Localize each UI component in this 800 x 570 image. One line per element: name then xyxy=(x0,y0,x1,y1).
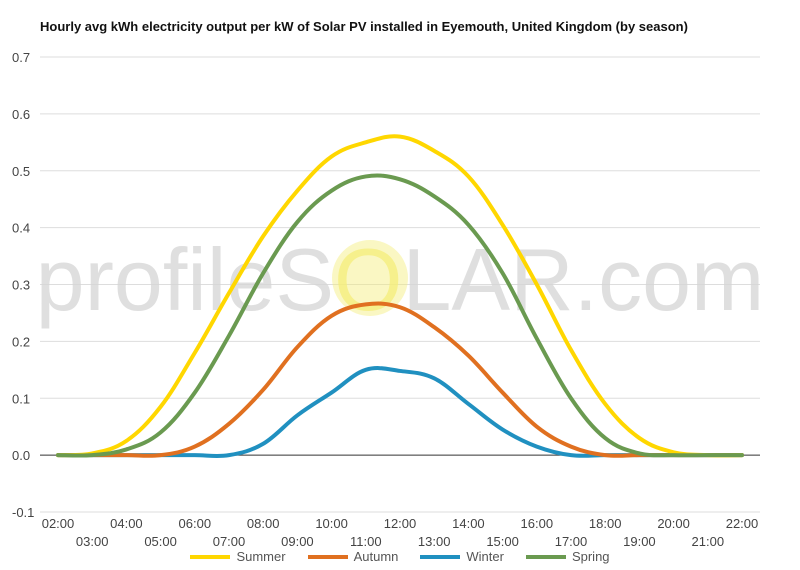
legend-label: Autumn xyxy=(353,549,399,564)
grid-lines xyxy=(40,56,760,513)
y-tick-label: 0.4 xyxy=(12,221,30,236)
x-tick-label: 05:00 xyxy=(144,534,177,549)
legend: Summer Autumn Winter Spring xyxy=(0,549,800,564)
x-tick-label: 18:00 xyxy=(589,516,622,531)
x-tick-label: 02:00 xyxy=(42,516,75,531)
legend-swatch xyxy=(420,554,461,559)
x-tick-label: 22:00 xyxy=(726,516,759,531)
x-tick-label: 07:00 xyxy=(213,534,246,549)
x-tick-label: 09:00 xyxy=(281,534,314,549)
x-tick-label: 10:00 xyxy=(315,516,348,531)
legend-item-winter[interactable]: Winter xyxy=(420,549,504,564)
x-tick-label: 17:00 xyxy=(555,534,588,549)
x-tick-label: 06:00 xyxy=(179,516,212,531)
x-tick-label: 19:00 xyxy=(623,534,656,549)
legend-item-autumn[interactable]: Autumn xyxy=(307,549,399,564)
chart-title: Hourly avg kWh electricity output per kW… xyxy=(40,19,688,34)
legend-swatch xyxy=(307,554,348,559)
legend-swatch xyxy=(190,554,231,559)
series-line-summer xyxy=(56,134,744,458)
x-tick-label: 03:00 xyxy=(76,534,109,549)
y-tick-label: 0.6 xyxy=(12,107,30,122)
y-tick-label: 0.0 xyxy=(12,448,30,463)
legend-swatch xyxy=(525,554,566,559)
y-tick-label: -0.1 xyxy=(12,505,34,520)
watermark-right: LAR.com xyxy=(402,230,764,329)
y-tick-label: 0.2 xyxy=(12,334,30,349)
x-tick-label: 13:00 xyxy=(418,534,451,549)
legend-item-spring[interactable]: Spring xyxy=(525,549,610,564)
x-tick-label: 21:00 xyxy=(692,534,725,549)
watermark-sun-letter: O xyxy=(334,230,402,329)
watermark: profileSOLAR.com xyxy=(36,230,765,329)
series-line-spring xyxy=(56,173,744,458)
x-tick-label: 04:00 xyxy=(110,516,143,531)
watermark-left: profileS xyxy=(36,230,334,329)
x-tick-label: 11:00 xyxy=(350,534,382,549)
watermark-text: profileSOLAR.com xyxy=(36,230,765,329)
watermark-sun xyxy=(332,240,408,316)
y-tick-label: 0.1 xyxy=(12,391,30,406)
x-tick-label: 12:00 xyxy=(384,516,417,531)
series-line-winter xyxy=(56,366,744,459)
series-line-autumn xyxy=(56,301,744,458)
x-tick-label: 08:00 xyxy=(247,516,280,531)
legend-label: Summer xyxy=(236,549,286,564)
y-tick-label: 0.3 xyxy=(12,278,30,293)
series-lines xyxy=(56,134,744,459)
x-tick-label: 20:00 xyxy=(657,516,690,531)
y-tick-label: 0.5 xyxy=(12,164,30,179)
y-tick-label: 0.7 xyxy=(12,50,30,65)
legend-item-summer[interactable]: Summer xyxy=(190,549,286,564)
x-tick-label: 16:00 xyxy=(521,516,554,531)
x-tick-label: 15:00 xyxy=(486,534,519,549)
legend-label: Spring xyxy=(571,549,610,564)
legend-label: Winter xyxy=(466,549,504,564)
x-tick-label: 14:00 xyxy=(452,516,485,531)
